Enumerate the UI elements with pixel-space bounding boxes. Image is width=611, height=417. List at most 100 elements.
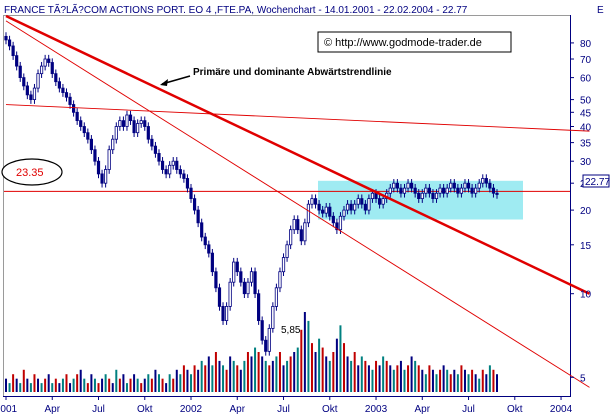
volume-bar [325, 356, 328, 392]
volume-bar [182, 365, 185, 392]
candle-body [353, 203, 357, 211]
candle-body [264, 339, 268, 352]
volume-bar [243, 360, 246, 392]
volume-bar [154, 369, 157, 392]
volume-bar [143, 378, 146, 392]
candle-body [296, 219, 300, 231]
candle-body [75, 111, 79, 122]
candle-body [175, 160, 179, 170]
candle-body [360, 198, 364, 205]
candle-body [54, 73, 58, 83]
x-tick-label: 2002 [180, 404, 203, 415]
volume-bar [193, 365, 196, 392]
candle-body [427, 187, 431, 194]
volume-bar [47, 374, 50, 392]
candle-body [335, 222, 339, 231]
volume-bar [364, 360, 367, 392]
volume-bar [179, 374, 182, 392]
volume-bar [125, 383, 128, 392]
volume-bar [58, 383, 61, 392]
volume-bar [33, 374, 36, 392]
candle-body [481, 178, 485, 184]
candle-body [289, 229, 293, 246]
volume-bar [54, 378, 57, 392]
volume-bar [40, 383, 43, 392]
candle-body [274, 287, 279, 307]
x-tick-label: Apr [229, 404, 245, 415]
trendline [5, 20, 590, 388]
candle-body [61, 87, 65, 93]
volume-bar [222, 365, 225, 392]
volume-bar [496, 374, 498, 392]
candle-body [36, 73, 40, 89]
volume-bar [271, 360, 274, 392]
candle-body [50, 62, 54, 75]
volume-bar [307, 320, 310, 392]
candle-body [214, 271, 218, 289]
candle-body [29, 94, 33, 100]
candle-body [185, 178, 190, 189]
volume-bar [314, 352, 317, 392]
candle-body [420, 192, 424, 200]
volume-bar [278, 352, 281, 392]
volume-bar [460, 365, 463, 392]
candle-body [47, 58, 51, 63]
volume-bar [232, 360, 235, 392]
candle-body [442, 187, 446, 194]
volume-bar [168, 374, 171, 392]
volume-bar [229, 356, 232, 392]
candle-body [171, 160, 175, 166]
candle-body [306, 203, 311, 224]
candle-body [452, 182, 456, 189]
volume-bar [328, 360, 331, 392]
volume-bar [399, 360, 402, 392]
candle-body [338, 215, 343, 231]
candle-body [15, 55, 19, 67]
candle-body [4, 35, 8, 41]
volume-bar [392, 369, 395, 392]
volume-bar [250, 356, 253, 392]
volume-bar [488, 365, 491, 392]
x-tick-label: Apr [44, 404, 60, 415]
volume-bar [26, 378, 29, 392]
candle-body [267, 327, 271, 352]
volume-bar [190, 374, 193, 392]
volume-bar [478, 378, 481, 392]
volume-bar [339, 325, 342, 392]
candle-body [345, 203, 350, 211]
candle-body [466, 182, 471, 189]
candle-body [18, 65, 22, 79]
x-tick-label: 2003 [365, 404, 388, 415]
y-tick-label: 60 [580, 74, 592, 85]
volume-bar [101, 378, 104, 392]
candle-body [381, 198, 385, 205]
candle-body [143, 120, 147, 127]
candle-body [104, 169, 108, 184]
volume-bar [19, 383, 22, 392]
candle-body [203, 236, 207, 246]
candle-body [474, 187, 478, 194]
volume-bar [446, 369, 449, 392]
x-tick-label: 2001 [0, 404, 18, 415]
volume-bar [175, 369, 178, 392]
volume-bar [140, 383, 143, 392]
volume-bar [86, 383, 89, 392]
volume-bar [282, 365, 285, 392]
candle-body [424, 187, 428, 194]
volume-bar [449, 374, 452, 392]
arrow-head-icon [160, 79, 168, 86]
candle-body [399, 187, 403, 194]
volume-bar [353, 352, 356, 392]
candle-body [278, 271, 282, 289]
candle-body [96, 160, 101, 175]
candle-body [86, 132, 90, 140]
volume-bar [122, 374, 125, 392]
volume-bar [414, 360, 417, 392]
low-annotation: 5,85 [281, 325, 301, 336]
candle-body [132, 120, 136, 134]
candle-body [150, 138, 154, 147]
volume-bar [12, 374, 15, 392]
volume-bar [111, 383, 114, 392]
candle-body [402, 187, 407, 194]
